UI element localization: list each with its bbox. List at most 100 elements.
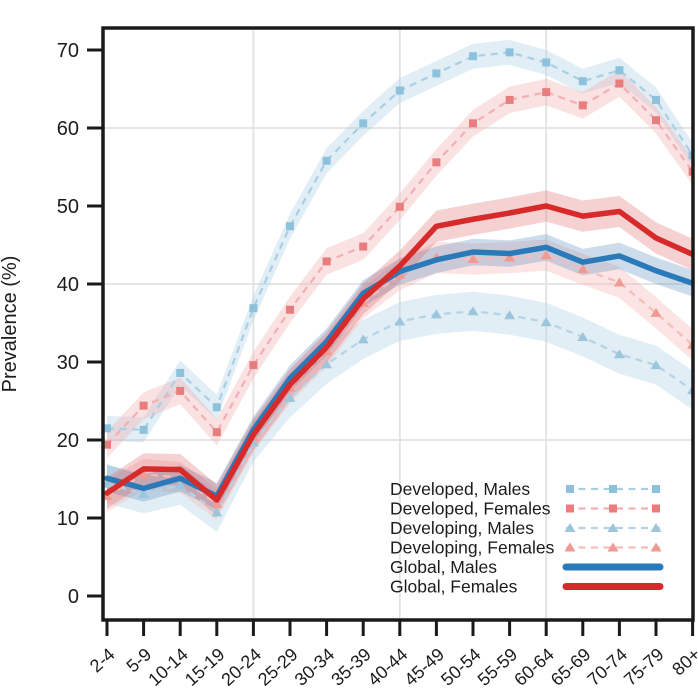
marker-triangle [357,334,369,344]
legend-item-global-males: Global, Males [390,557,664,577]
marker-triangle [284,392,296,402]
legend-label: Developed, Males [390,479,530,499]
marker-triangle [467,254,479,264]
marker-square [249,304,258,313]
marker-square [615,66,624,75]
y-tick-label: 60 [57,118,79,140]
marker-square [176,386,185,395]
band-developing-females [107,239,693,520]
marker-square [578,77,587,86]
legend-label: Developed, Females [390,499,551,519]
marker-triangle [138,469,150,479]
marker-square [432,158,441,167]
marker-triangle [504,310,516,320]
marker-square [249,361,258,370]
marker-square [322,156,331,165]
legend-item-developed-females: Developed, Females [390,499,660,519]
marker-square [395,86,404,95]
marker-square [212,428,221,437]
marker-square [139,425,148,434]
y-tick-label: 70 [57,40,79,62]
marker-square [103,424,111,433]
band-developing-males [107,291,693,533]
marker-square [359,119,368,128]
legend-marker-square [566,485,574,493]
marker-triangle [467,306,479,316]
marker-square [139,401,148,410]
y-tick-label: 0 [68,586,79,608]
data-layer [103,39,693,533]
legend-item-global-females: Global, Females [390,577,664,597]
marker-square [469,52,477,61]
plot-border [101,26,695,622]
marker-triangle [321,359,333,369]
y-axis-title: Prevalence (%) [0,256,21,393]
marker-square [212,403,221,412]
legend-item-developing-males: Developing, Males [390,518,662,538]
marker-triangle [211,498,223,508]
legend-marker-triangle [650,542,662,552]
legend-marker-square [566,504,574,513]
legend-marker-square [609,504,617,513]
marker-square [542,58,551,67]
y-tick-label: 30 [57,352,79,374]
marker-square [578,101,587,110]
marker-triangle [577,332,589,342]
y-tick-label: 40 [57,274,79,296]
marker-triangle [103,478,113,488]
y-tick-label: 50 [57,196,79,218]
y-tick-label: 20 [57,430,79,452]
band-developed-females [107,70,693,458]
marker-triangle [613,349,625,359]
y-axis: 0 10 20 30 40 50 60 70 [57,40,103,608]
band-developed-males [107,39,693,443]
legend-label: Global, Females [390,577,518,597]
marker-triangle [650,360,662,370]
series-developing-males [103,306,693,517]
marker-square [469,119,477,128]
legend-marker-square [652,485,660,493]
series-developed-females [103,79,693,449]
y-tick-label: 10 [57,508,79,530]
marker-square [652,116,660,125]
legend-marker-triangle [650,523,662,532]
legend-item-developed-males: Developed, Males [390,479,660,499]
marker-square [505,95,514,104]
marker-square [359,242,368,251]
marker-square [103,440,111,449]
marker-triangle [211,507,223,517]
marker-square [505,48,514,57]
line-developed-females [106,82,693,446]
marker-square [615,79,624,88]
marker-triangle [613,277,625,287]
legend-marker-triangle [564,542,576,552]
legend-item-developing-females: Developing, Females [390,538,662,558]
marker-triangle [138,488,150,498]
marker-square [688,151,693,160]
line-global-females [104,203,693,503]
marker-square [286,305,294,314]
marker-triangle [394,316,406,326]
marker-square [176,368,185,377]
marker-square [322,257,331,266]
marker-square [395,202,404,211]
marker-square [432,69,441,78]
legend-marker-square [609,485,617,493]
legend-marker-triangle [564,523,576,532]
legend-marker-triangle [607,542,619,552]
marker-triangle [650,307,662,317]
series-developed-males [103,48,693,434]
marker-square [542,88,551,97]
legend-marker-square [652,504,660,513]
marker-square [652,95,660,104]
legend-marker-triangle [607,523,619,532]
legend-label: Global, Males [390,557,497,577]
marker-triangle [577,264,589,274]
marker-triangle [504,252,516,262]
marker-triangle [174,480,186,490]
marker-triangle [540,317,552,327]
